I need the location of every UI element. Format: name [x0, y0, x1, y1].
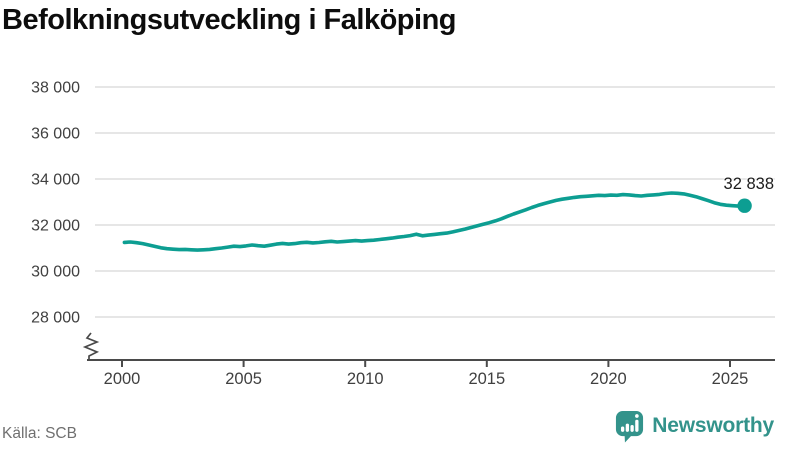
y-axis-break-icon	[82, 332, 100, 360]
population-series-line	[122, 191, 747, 252]
y-axis-tick-label: 36 000	[31, 126, 80, 143]
source-note: Källa: SCB	[2, 425, 77, 442]
x-axis-tick-label: 2015	[468, 370, 505, 388]
newsworthy-branding: Newsworthy	[614, 408, 774, 444]
newsworthy-speech-bubble-bar-chart-icon	[616, 410, 644, 443]
y-axis-tick-label: 34 000	[31, 172, 80, 189]
y-axis-tick-label: 28 000	[31, 310, 80, 327]
x-axis-tick-label: 2000	[104, 370, 141, 388]
newsworthy-wordmark: Newsworthy	[652, 414, 774, 437]
x-axis-tick-label: 2025	[712, 370, 749, 388]
end-value-label: 32 838	[723, 175, 774, 193]
x-axis-tick-label: 2005	[225, 370, 262, 388]
y-axis-tick-label: 32 000	[31, 218, 80, 235]
end-point-marker	[737, 198, 752, 213]
x-axis-tick-label: 2010	[347, 370, 384, 388]
y-axis-tick-label: 38 000	[31, 80, 80, 97]
y-axis-tick-label: 30 000	[31, 264, 80, 281]
x-axis-tick-label: 2020	[590, 370, 627, 388]
page-title: Befolkningsutveckling i Falköping	[2, 4, 457, 36]
